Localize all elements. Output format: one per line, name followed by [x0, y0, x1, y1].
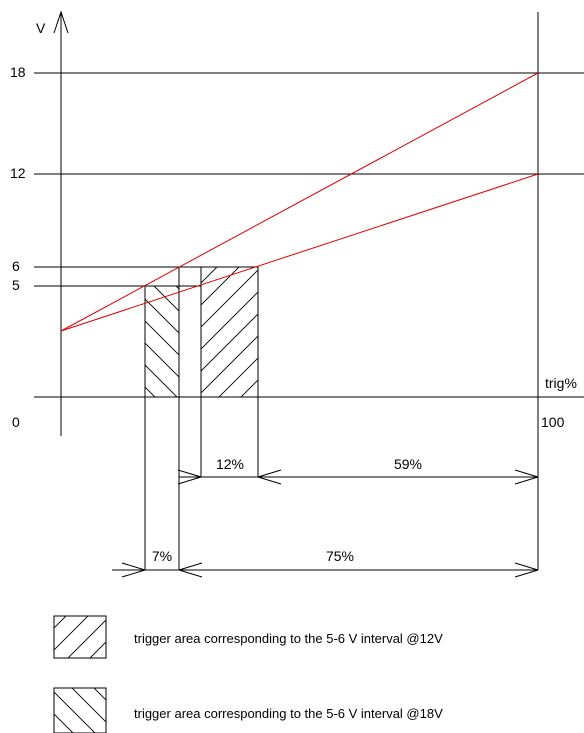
red-line-18v: [60, 72, 539, 332]
legend-label-12v: trigger area corresponding to the 5-6 V …: [134, 631, 443, 646]
x-tick-100: 100: [541, 414, 565, 430]
y-axis-label: V: [36, 20, 46, 36]
y-tick-5: 5: [12, 277, 20, 293]
arrow-icon: [121, 562, 146, 578]
arrow-icon: [514, 469, 539, 485]
legend: trigger area corresponding to the 5-6 V …: [53, 615, 443, 733]
dim-label-59: 59%: [394, 456, 422, 472]
x-axis-label: trig%: [545, 375, 577, 391]
arrow-icon: [177, 469, 202, 485]
legend-swatch-12v: [53, 615, 107, 659]
boundary-lines: [144, 267, 259, 570]
y-tick-12: 12: [10, 165, 26, 181]
dim-label-75: 75%: [326, 548, 354, 564]
legend-label-18v: trigger area corresponding to the 5-6 V …: [134, 706, 443, 721]
y-tick-18: 18: [10, 64, 26, 80]
arrow-icon: [178, 562, 203, 578]
arrow-icon: [514, 562, 539, 578]
y-axis: [53, 10, 69, 436]
dim-label-12: 12%: [216, 456, 244, 472]
red-line-12v: [60, 173, 539, 332]
y-tick-0: 0: [12, 414, 20, 430]
y-axis-arrow-icon: [53, 10, 69, 34]
reference-lines: [34, 72, 584, 398]
dimension-12-59: [177, 469, 539, 485]
hatched-area-18v: [144, 285, 180, 398]
legend-swatch-18v: [53, 687, 107, 733]
arrow-icon: [257, 469, 282, 485]
hatched-area-12v: [200, 266, 259, 398]
voltage-lines: [60, 72, 539, 332]
dimension-7-75: [112, 562, 539, 578]
y-tick-6: 6: [12, 258, 20, 274]
dim-label-7: 7%: [152, 548, 172, 564]
